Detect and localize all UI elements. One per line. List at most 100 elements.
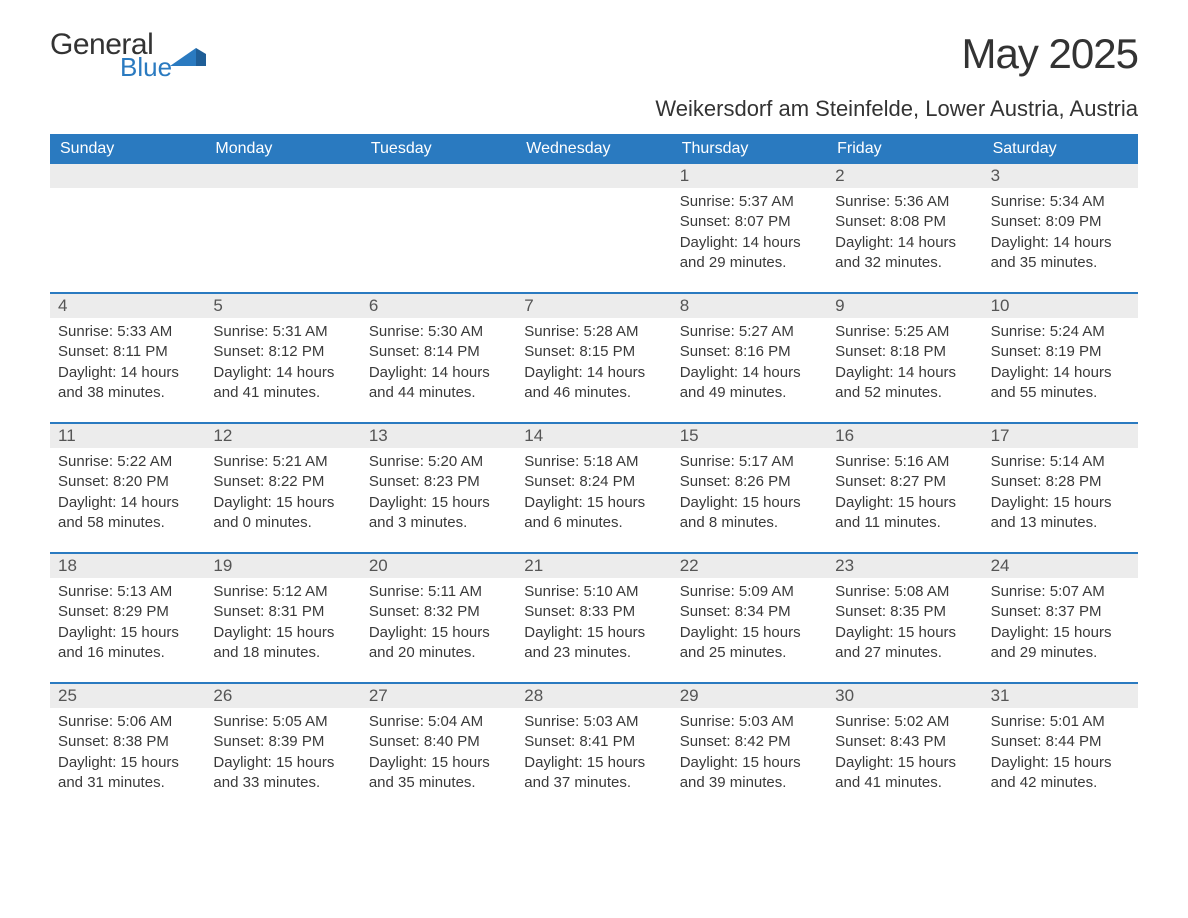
daylight-line: Daylight: 15 hours and 18 minutes. [213,623,352,664]
sunrise-line: Sunrise: 5:20 AM [369,452,508,472]
daylight-line: Daylight: 14 hours and 49 minutes. [680,363,819,404]
day-number: 17 [983,424,1138,448]
day-cell: Sunrise: 5:20 AMSunset: 8:23 PMDaylight:… [361,448,516,538]
sunset-line: Sunset: 8:33 PM [524,602,663,622]
daydata-row: Sunrise: 5:37 AMSunset: 8:07 PMDaylight:… [50,188,1138,278]
day-cell: Sunrise: 5:03 AMSunset: 8:41 PMDaylight:… [516,708,671,798]
week-row: 123Sunrise: 5:37 AMSunset: 8:07 PMDaylig… [50,164,1138,278]
sunset-line: Sunset: 8:27 PM [835,472,974,492]
day-number: 25 [50,684,205,708]
day-number: 6 [361,294,516,318]
logo-flag-icon [170,44,206,70]
sunrise-line: Sunrise: 5:27 AM [680,322,819,342]
sunset-line: Sunset: 8:35 PM [835,602,974,622]
sunrise-line: Sunrise: 5:22 AM [58,452,197,472]
daydata-row: Sunrise: 5:13 AMSunset: 8:29 PMDaylight:… [50,578,1138,668]
day-cell: Sunrise: 5:24 AMSunset: 8:19 PMDaylight:… [983,318,1138,408]
day-cell: Sunrise: 5:03 AMSunset: 8:42 PMDaylight:… [672,708,827,798]
sunrise-line: Sunrise: 5:21 AM [213,452,352,472]
sunrise-line: Sunrise: 5:03 AM [524,712,663,732]
day-cell: Sunrise: 5:02 AMSunset: 8:43 PMDaylight:… [827,708,982,798]
day-cell: Sunrise: 5:30 AMSunset: 8:14 PMDaylight:… [361,318,516,408]
day-number: 1 [672,164,827,188]
week-row: 18192021222324Sunrise: 5:13 AMSunset: 8:… [50,554,1138,668]
sunset-line: Sunset: 8:26 PM [680,472,819,492]
week-row: 25262728293031Sunrise: 5:06 AMSunset: 8:… [50,684,1138,798]
weeks-container: 1 23 Sunrise: 5:37 AMSunset: 8:07 PMDaylig… [50,164,1138,798]
sunrise-line: Sunrise: 5:24 AM [991,322,1130,342]
sunset-line: Sunset: 8:15 PM [524,342,663,362]
day-number [361,164,516,188]
day-number: 24 [983,554,1138,578]
sunset-line: Sunset: 8:11 PM [58,342,197,362]
sunrise-line: Sunrise: 5:06 AM [58,712,197,732]
day-cell: Sunrise: 5:31 AMSunset: 8:12 PMDaylight:… [205,318,360,408]
sunrise-line: Sunrise: 5:03 AM [680,712,819,732]
day-number: 23 [827,554,982,578]
logo-word-blue: Blue [120,54,172,80]
daylight-line: Daylight: 15 hours and 16 minutes. [58,623,197,664]
day-number: 3 [983,164,1138,188]
month-title: May 2025 [655,30,1138,78]
daynum-row: 11121314151617 [50,424,1138,448]
sunset-line: Sunset: 8:07 PM [680,212,819,232]
logo: General Blue [50,30,206,80]
day-number: 27 [361,684,516,708]
sunrise-line: Sunrise: 5:34 AM [991,192,1130,212]
daylight-line: Daylight: 15 hours and 42 minutes. [991,753,1130,794]
sunrise-line: Sunrise: 5:28 AM [524,322,663,342]
daylight-line: Daylight: 14 hours and 41 minutes. [213,363,352,404]
day-cell: Sunrise: 5:18 AMSunset: 8:24 PMDaylight:… [516,448,671,538]
sunset-line: Sunset: 8:16 PM [680,342,819,362]
day-cell: Sunrise: 5:25 AMSunset: 8:18 PMDaylight:… [827,318,982,408]
sunrise-line: Sunrise: 5:10 AM [524,582,663,602]
day-number: 31 [983,684,1138,708]
sunrise-line: Sunrise: 5:12 AM [213,582,352,602]
day-cell: Sunrise: 5:36 AMSunset: 8:08 PMDaylight:… [827,188,982,278]
day-number: 11 [50,424,205,448]
sunset-line: Sunset: 8:34 PM [680,602,819,622]
day-cell: Sunrise: 5:37 AMSunset: 8:07 PMDaylight:… [672,188,827,278]
day-cell: Sunrise: 5:06 AMSunset: 8:38 PMDaylight:… [50,708,205,798]
day-number: 16 [827,424,982,448]
weekday-header-cell: Friday [827,134,982,164]
day-number: 14 [516,424,671,448]
location: Weikersdorf am Steinfelde, Lower Austria… [655,96,1138,122]
day-number: 29 [672,684,827,708]
day-cell [516,188,671,278]
sunset-line: Sunset: 8:12 PM [213,342,352,362]
day-cell: Sunrise: 5:14 AMSunset: 8:28 PMDaylight:… [983,448,1138,538]
weekday-header-cell: Sunday [50,134,205,164]
sunset-line: Sunset: 8:31 PM [213,602,352,622]
day-number: 19 [205,554,360,578]
week-row: 11121314151617Sunrise: 5:22 AMSunset: 8:… [50,424,1138,538]
sunrise-line: Sunrise: 5:14 AM [991,452,1130,472]
daylight-line: Daylight: 14 hours and 55 minutes. [991,363,1130,404]
day-number: 8 [672,294,827,318]
daylight-line: Daylight: 15 hours and 41 minutes. [835,753,974,794]
day-number: 28 [516,684,671,708]
day-cell: Sunrise: 5:01 AMSunset: 8:44 PMDaylight:… [983,708,1138,798]
day-number: 9 [827,294,982,318]
day-cell [205,188,360,278]
calendar: SundayMondayTuesdayWednesdayThursdayFrid… [50,134,1138,798]
sunrise-line: Sunrise: 5:09 AM [680,582,819,602]
daylight-line: Daylight: 14 hours and 32 minutes. [835,233,974,274]
daylight-line: Daylight: 15 hours and 23 minutes. [524,623,663,664]
day-cell: Sunrise: 5:08 AMSunset: 8:35 PMDaylight:… [827,578,982,668]
day-cell: Sunrise: 5:04 AMSunset: 8:40 PMDaylight:… [361,708,516,798]
day-cell: Sunrise: 5:22 AMSunset: 8:20 PMDaylight:… [50,448,205,538]
sunset-line: Sunset: 8:19 PM [991,342,1130,362]
day-cell [361,188,516,278]
sunrise-line: Sunrise: 5:02 AM [835,712,974,732]
sunset-line: Sunset: 8:41 PM [524,732,663,752]
sunrise-line: Sunrise: 5:33 AM [58,322,197,342]
sunset-line: Sunset: 8:08 PM [835,212,974,232]
week-row: 45678910Sunrise: 5:33 AMSunset: 8:11 PMD… [50,294,1138,408]
day-cell: Sunrise: 5:16 AMSunset: 8:27 PMDaylight:… [827,448,982,538]
sunset-line: Sunset: 8:38 PM [58,732,197,752]
day-number: 5 [205,294,360,318]
daylight-line: Daylight: 14 hours and 46 minutes. [524,363,663,404]
day-cell: Sunrise: 5:34 AMSunset: 8:09 PMDaylight:… [983,188,1138,278]
daydata-row: Sunrise: 5:33 AMSunset: 8:11 PM Daylight:… [50,318,1138,408]
